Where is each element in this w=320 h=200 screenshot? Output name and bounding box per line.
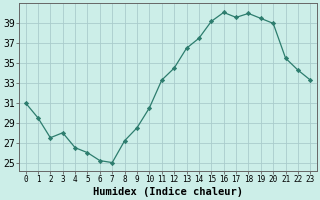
- X-axis label: Humidex (Indice chaleur): Humidex (Indice chaleur): [93, 186, 243, 197]
